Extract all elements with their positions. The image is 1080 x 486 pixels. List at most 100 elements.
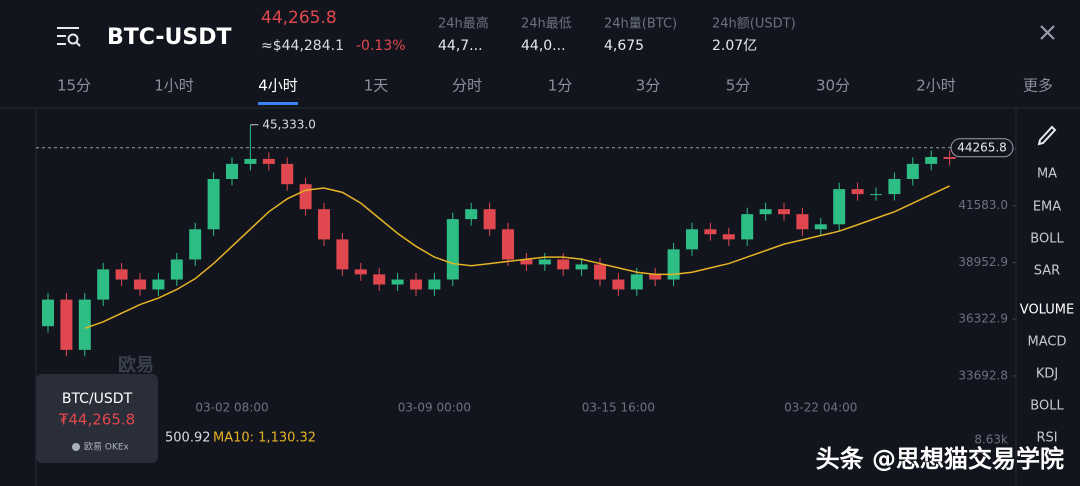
- candle-body: [134, 279, 146, 290]
- candle-body: [483, 209, 496, 230]
- edit-icon[interactable]: [1037, 125, 1057, 146]
- indicator[interactable]: BOLL: [1030, 232, 1064, 247]
- candle-body: [704, 229, 717, 235]
- x-tick-label: 03-09 00:00: [398, 401, 471, 415]
- change: -0.13%: [356, 38, 406, 54]
- candle-body: [870, 194, 882, 196]
- close-icon[interactable]: [1040, 25, 1055, 40]
- candle-body: [207, 178, 220, 230]
- last-price-label: 44265.8: [957, 140, 1007, 154]
- candle-body: [336, 239, 349, 270]
- candle-body: [446, 219, 459, 280]
- last-price-tag: [950, 138, 1014, 158]
- stat-value: 44,7...: [438, 38, 483, 54]
- high-label: 45,333.0: [262, 117, 315, 131]
- volume-ma10: MA10: 1,130.32: [213, 431, 316, 446]
- tab[interactable]: 30分: [816, 77, 850, 95]
- indicator[interactable]: KDJ: [1036, 367, 1058, 382]
- candle-body: [97, 269, 110, 300]
- tab[interactable]: 15分: [57, 77, 91, 95]
- candle-body: [281, 163, 294, 185]
- indicator[interactable]: BOLL: [1030, 399, 1064, 414]
- candle-body: [778, 209, 790, 215]
- candle-body: [520, 259, 533, 265]
- volume-axis-label: 8.63k: [974, 433, 1008, 447]
- candle-body: [170, 259, 183, 280]
- x-tick-label: 03-02 08:00: [195, 401, 268, 415]
- y-tick-label: 36322.9: [958, 312, 1008, 326]
- candle-body: [612, 279, 625, 290]
- indicator[interactable]: VOLUME: [1020, 303, 1074, 318]
- stat-value: 44,0...: [521, 38, 566, 54]
- y-tick-label: 33692.8: [958, 368, 1008, 382]
- candle-body: [833, 189, 846, 225]
- indicator[interactable]: EMA: [1033, 200, 1061, 215]
- candle-body: [594, 264, 606, 280]
- candle-body: [575, 264, 588, 270]
- tab-underline: [258, 102, 298, 105]
- candle-body: [538, 259, 551, 265]
- stat-label: 24h最低: [521, 17, 572, 32]
- symbol[interactable]: BTC-USDT: [107, 25, 232, 50]
- footer-watermark: 头条 @思想猫交易学院: [816, 445, 1064, 473]
- candle-body: [814, 224, 827, 230]
- candle-body: [557, 259, 570, 270]
- candle-body: [410, 279, 422, 290]
- candle-body: [759, 209, 772, 215]
- candle-body: [226, 163, 238, 179]
- brand-logo: [72, 443, 80, 451]
- candle-body: [115, 269, 128, 280]
- candle-body: [741, 214, 754, 240]
- candle-body: [722, 234, 735, 240]
- candle-body: [925, 156, 938, 164]
- candle-body: [906, 163, 919, 179]
- candle-body: [465, 209, 478, 220]
- candle-body: [428, 279, 441, 290]
- tab[interactable]: 2小时: [916, 77, 956, 95]
- candle-body: [502, 229, 514, 260]
- price-card: [36, 374, 158, 463]
- card-price: ₮44,265.8: [59, 411, 135, 429]
- volume-value: 500.92: [165, 431, 211, 446]
- tab[interactable]: 1小时: [154, 77, 194, 95]
- tab[interactable]: 分时: [452, 77, 482, 95]
- card-pair: BTC/USDT: [62, 391, 133, 407]
- candle-body: [262, 158, 275, 164]
- candle-body: [318, 209, 330, 240]
- stat-value: 4,675: [604, 38, 644, 54]
- candle-body: [152, 279, 165, 290]
- usd-price: ≈$44,284.1: [261, 38, 344, 54]
- tab[interactable]: 5分: [726, 77, 751, 95]
- y-tick-label: 38952.9: [958, 255, 1008, 269]
- tab[interactable]: 4小时: [258, 77, 298, 95]
- candle-body: [888, 178, 901, 195]
- menu-icon[interactable]: [57, 27, 81, 47]
- candle-body: [299, 184, 312, 210]
- candle-body: [796, 214, 809, 230]
- stat-label: 24h额(USDT): [712, 17, 796, 32]
- ma-line: [84, 185, 950, 330]
- candle-body: [189, 229, 202, 260]
- indicator[interactable]: RSI: [1036, 431, 1057, 446]
- indicator[interactable]: MACD: [1028, 335, 1067, 350]
- candle-body: [373, 274, 386, 285]
- y-tick-label: 41583.0: [958, 198, 1008, 212]
- tab[interactable]: 1分: [548, 77, 573, 95]
- candle-body: [60, 299, 73, 350]
- card-brand: 欧易 OKEx: [84, 441, 130, 453]
- tab[interactable]: 3分: [636, 77, 661, 95]
- candle-body: [851, 189, 864, 195]
- last-price: 44,265.8: [261, 8, 337, 28]
- tab[interactable]: 更多: [1023, 77, 1053, 95]
- indicator[interactable]: MA: [1037, 167, 1057, 182]
- stat-label: 24h量(BTC): [604, 17, 677, 32]
- candle-body: [42, 299, 54, 327]
- tab[interactable]: 1天: [364, 77, 389, 95]
- stat-value: 2.07亿: [712, 38, 757, 54]
- indicator[interactable]: SAR: [1034, 264, 1060, 279]
- watermark: 欧易: [118, 354, 154, 376]
- candle-body: [354, 269, 367, 275]
